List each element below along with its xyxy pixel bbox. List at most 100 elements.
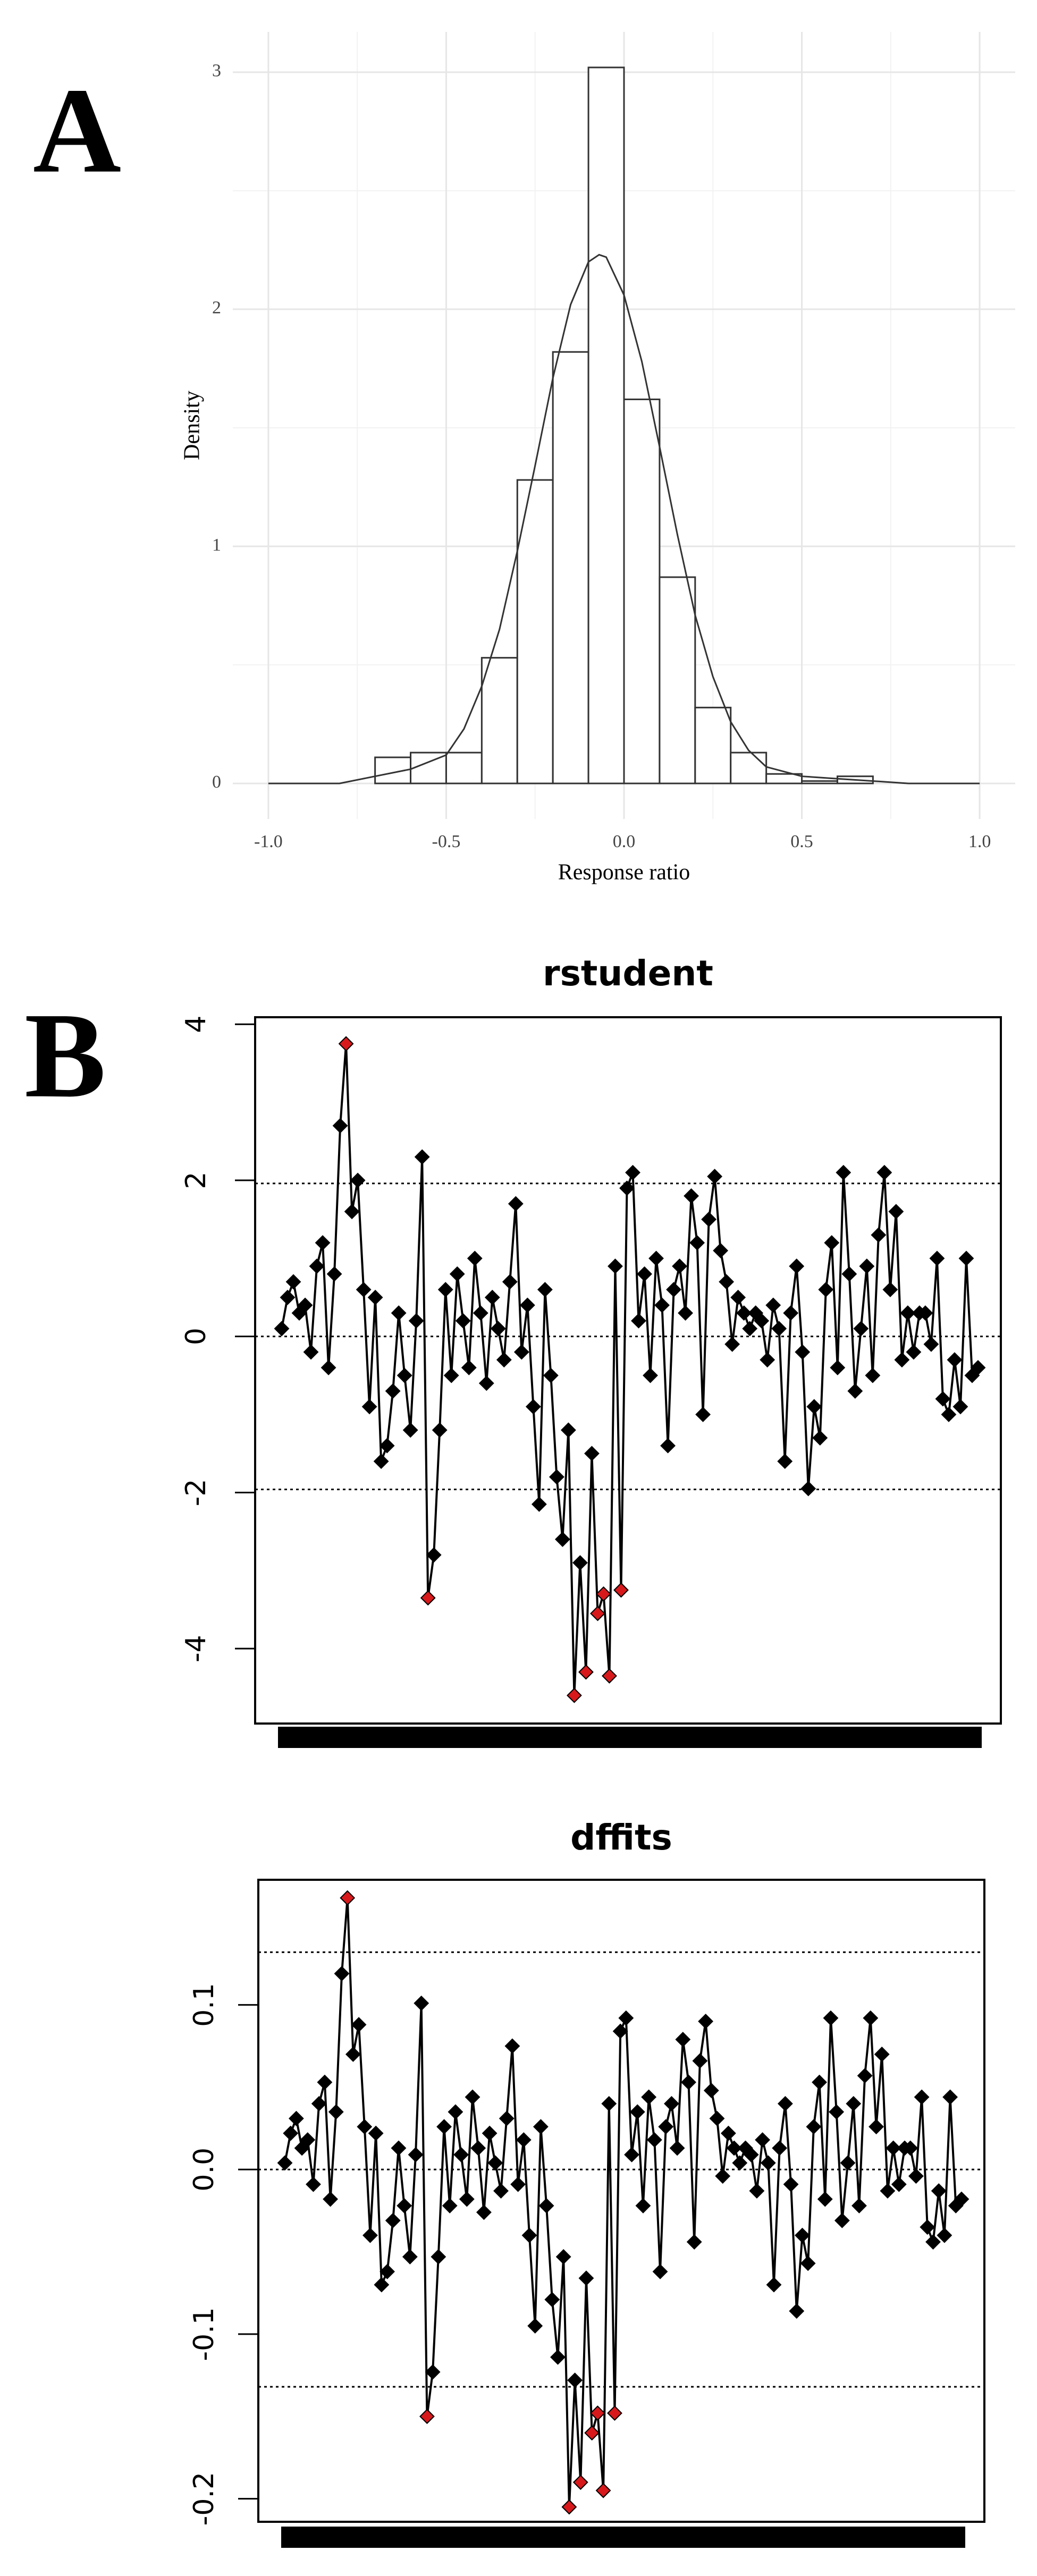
point-marker xyxy=(361,1399,377,1415)
histogram-bar xyxy=(623,398,661,784)
point-marker xyxy=(448,2104,463,2120)
point-marker xyxy=(935,1391,951,1407)
point-marker xyxy=(695,1407,711,1422)
point-marker xyxy=(755,2132,771,2148)
point-marker xyxy=(442,2198,458,2214)
point-marker xyxy=(736,1305,752,1321)
point-marker xyxy=(664,2096,679,2112)
point-marker xyxy=(923,1336,939,1352)
point-marker xyxy=(311,2096,327,2112)
y-tick-label: -0.1 xyxy=(188,2307,220,2361)
point-marker xyxy=(903,2140,918,2156)
point-marker xyxy=(652,2263,668,2279)
chart-title: rstudent xyxy=(543,953,713,994)
point-marker xyxy=(641,2089,657,2105)
point-marker xyxy=(625,1164,640,1180)
point-marker xyxy=(624,2147,639,2163)
point-marker xyxy=(613,1582,629,1598)
y-axis-title: Density xyxy=(180,391,205,460)
point-marker xyxy=(309,1259,325,1274)
point-marker xyxy=(654,1297,670,1313)
point-marker xyxy=(277,2155,293,2171)
x-axis-title: Response ratio xyxy=(558,860,690,885)
point-marker xyxy=(631,1313,646,1329)
point-marker xyxy=(516,2132,532,2148)
point-marker xyxy=(490,1321,506,1337)
series-line xyxy=(281,1043,979,1696)
point-marker xyxy=(589,2405,605,2421)
point-marker xyxy=(882,1282,898,1297)
point-marker xyxy=(397,2198,412,2214)
point-marker xyxy=(829,2104,845,2120)
point-marker xyxy=(397,1367,412,1383)
point-marker xyxy=(619,1180,635,1196)
point-marker xyxy=(459,2191,475,2207)
point-marker xyxy=(675,2032,691,2047)
plot-frame xyxy=(254,1016,1002,1725)
x-tick-label: 0.5 xyxy=(790,832,813,851)
point-marker xyxy=(698,2013,714,2029)
histogram-bar xyxy=(694,706,732,784)
point-marker xyxy=(954,2191,969,2207)
point-marker xyxy=(425,2364,441,2380)
point-marker xyxy=(719,1274,735,1290)
point-marker xyxy=(584,1446,600,1462)
plot-frame xyxy=(257,1879,985,2523)
point-marker xyxy=(648,1251,664,1266)
point-marker xyxy=(715,2168,731,2184)
point-marker xyxy=(724,1336,740,1352)
point-marker xyxy=(629,2104,645,2120)
point-marker xyxy=(777,2096,793,2112)
point-marker xyxy=(596,1586,611,1602)
point-marker xyxy=(931,2183,947,2199)
point-marker xyxy=(607,2405,622,2421)
point-marker xyxy=(437,1282,453,1297)
histogram-bar xyxy=(730,751,768,784)
point-marker xyxy=(350,1172,366,1188)
point-marker xyxy=(853,1321,869,1337)
point-marker xyxy=(385,2212,401,2228)
point-marker xyxy=(493,2183,509,2199)
point-marker xyxy=(720,2125,736,2141)
point-marker xyxy=(356,1282,372,1297)
point-marker xyxy=(914,2089,930,2105)
point-marker xyxy=(602,1668,617,1684)
point-marker xyxy=(402,1422,418,1438)
point-marker xyxy=(806,1399,822,1415)
point-marker xyxy=(818,1282,834,1297)
point-marker xyxy=(391,1305,407,1321)
point-marker xyxy=(612,2023,628,2039)
point-marker xyxy=(692,2053,708,2069)
point-marker xyxy=(453,2147,469,2163)
point-marker xyxy=(795,1344,811,1360)
point-marker xyxy=(795,2227,810,2243)
point-marker xyxy=(300,2132,316,2148)
point-marker xyxy=(345,2046,361,2062)
point-marker xyxy=(672,1259,687,1274)
histogram-bar xyxy=(801,780,838,784)
histogram-bar xyxy=(552,351,589,784)
point-marker xyxy=(830,1359,846,1375)
point-marker xyxy=(461,1359,477,1375)
x-tick-label: -1.0 xyxy=(254,832,283,851)
point-marker xyxy=(660,1438,676,1454)
point-marker xyxy=(783,1305,799,1321)
point-marker xyxy=(484,1289,500,1305)
x-tick-label: 1.0 xyxy=(968,832,991,851)
point-marker xyxy=(863,2010,879,2026)
point-marker xyxy=(929,1251,945,1266)
point-marker xyxy=(373,1454,389,1469)
point-marker xyxy=(812,1430,828,1446)
point-marker xyxy=(414,1995,429,2011)
point-marker xyxy=(527,2318,543,2334)
point-marker xyxy=(297,1297,313,1313)
point-marker xyxy=(391,2140,407,2156)
point-marker xyxy=(315,1235,331,1251)
point-marker xyxy=(880,2183,896,2199)
point-marker xyxy=(537,1282,553,1297)
point-marker xyxy=(789,1259,805,1274)
point-marker xyxy=(920,2219,935,2235)
point-marker xyxy=(478,1375,494,1391)
